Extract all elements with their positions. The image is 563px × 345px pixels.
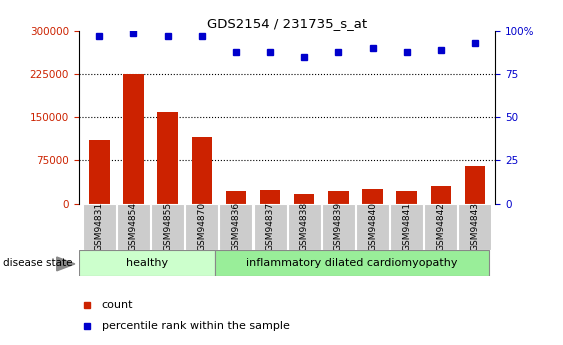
Bar <box>123 74 144 204</box>
Polygon shape <box>57 257 75 271</box>
Bar <box>117 204 150 250</box>
Text: GSM94855: GSM94855 <box>163 202 172 252</box>
Text: disease state: disease state <box>3 258 72 268</box>
Bar <box>322 204 355 250</box>
Bar <box>260 190 280 204</box>
Title: GDS2154 / 231735_s_at: GDS2154 / 231735_s_at <box>207 17 367 30</box>
Text: GSM94842: GSM94842 <box>436 203 445 251</box>
Bar <box>226 191 246 204</box>
Bar <box>425 204 457 250</box>
Bar <box>216 250 489 276</box>
Bar <box>362 189 383 204</box>
Bar <box>356 204 389 250</box>
Text: GSM94840: GSM94840 <box>368 202 377 252</box>
Text: count: count <box>102 300 133 310</box>
Bar <box>288 204 321 250</box>
Bar <box>83 204 116 250</box>
Text: GSM94870: GSM94870 <box>197 202 206 252</box>
Bar <box>220 204 252 250</box>
Bar <box>151 204 184 250</box>
Text: GSM94831: GSM94831 <box>95 202 104 252</box>
Bar <box>328 191 348 204</box>
Bar <box>294 194 315 204</box>
Text: GSM94837: GSM94837 <box>266 202 275 252</box>
Bar <box>89 140 110 204</box>
Bar <box>396 191 417 204</box>
Text: inflammatory dilated cardiomyopathy: inflammatory dilated cardiomyopathy <box>246 258 458 268</box>
Text: healthy: healthy <box>126 258 168 268</box>
Text: GSM94854: GSM94854 <box>129 202 138 252</box>
Bar <box>458 204 491 250</box>
Text: GSM94836: GSM94836 <box>231 202 240 252</box>
Bar <box>79 250 216 276</box>
Bar <box>253 204 287 250</box>
Text: percentile rank within the sample: percentile rank within the sample <box>102 321 289 331</box>
Bar <box>464 166 485 204</box>
Text: GSM94839: GSM94839 <box>334 202 343 252</box>
Bar <box>390 204 423 250</box>
Text: GSM94838: GSM94838 <box>300 202 309 252</box>
Text: GSM94843: GSM94843 <box>471 202 480 252</box>
Bar <box>431 186 451 204</box>
Bar <box>191 137 212 204</box>
Bar <box>185 204 218 250</box>
Bar <box>158 111 178 204</box>
Text: GSM94841: GSM94841 <box>402 202 411 252</box>
